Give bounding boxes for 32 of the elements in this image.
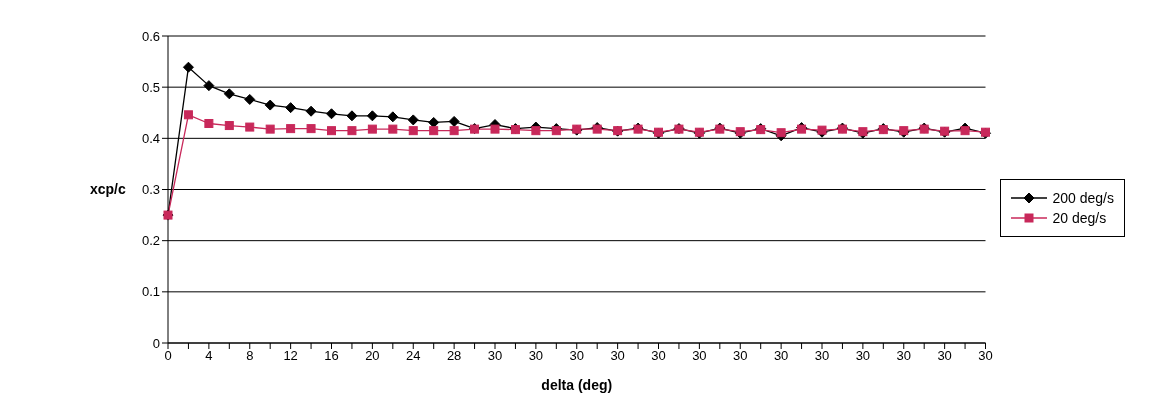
y-tick-label: 0.3: [141, 182, 160, 198]
x-tick-label: 30: [692, 348, 707, 364]
x-tick-label: 30: [651, 348, 666, 364]
x-tick-label: 30: [733, 348, 748, 364]
legend-label: 20 deg/s: [1052, 210, 1107, 226]
x-tick-label: 24: [406, 348, 421, 364]
x-tick-label: 0: [164, 348, 172, 364]
x-tick-label: 30: [610, 348, 625, 364]
x-tick-label: 8: [246, 348, 254, 364]
y-tick-label: 0: [152, 335, 160, 351]
x-tick-label: 30: [937, 348, 952, 364]
y-tick-label: 0.2: [141, 233, 160, 249]
y-tick-label: 0.5: [141, 79, 160, 95]
x-tick-label: 4: [205, 348, 213, 364]
x-tick-label: 30: [487, 348, 503, 364]
x-tick-label: 30: [773, 348, 789, 364]
x-tick-label: 30: [978, 348, 993, 364]
x-tick-label: 16: [324, 348, 339, 364]
legend-label: 200 deg/s: [1052, 190, 1114, 206]
x-tick-label: 20: [365, 348, 380, 364]
x-tick-label: 12: [283, 348, 298, 364]
x-axis-title: delta (deg): [541, 377, 613, 393]
y-axis-title: xcp/c: [90, 181, 127, 198]
x-tick-label: 30: [855, 348, 871, 364]
x-tick-label: 30: [814, 348, 830, 364]
y-tick-label: 0.4: [141, 130, 160, 146]
y-tick-label: 0.6: [141, 28, 160, 44]
x-tick-label: 28: [446, 348, 462, 364]
x-tick-label: 30: [528, 348, 544, 364]
y-tick-label: 0.1: [141, 284, 160, 300]
x-tick-label: 30: [569, 348, 584, 364]
x-tick-label: 30: [896, 348, 911, 364]
